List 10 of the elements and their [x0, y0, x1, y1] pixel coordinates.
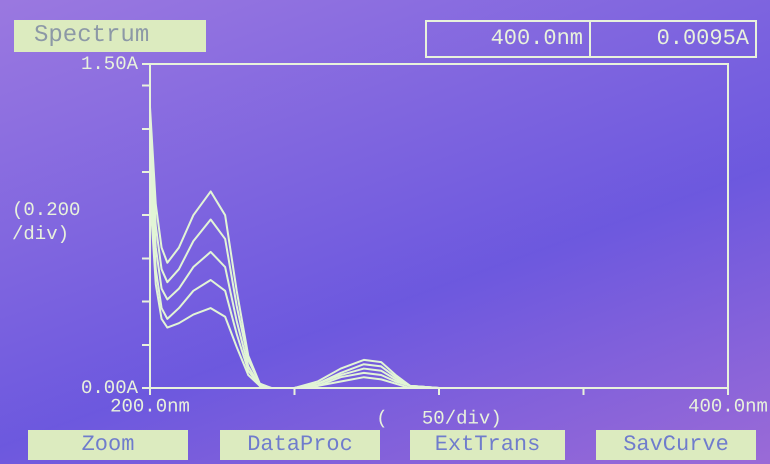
menu-button: Zoom — [28, 430, 188, 460]
text: 0.0095A — [589, 20, 757, 58]
menu-button: DataProc — [220, 430, 380, 460]
x-axis-title: ( 50/div) — [376, 408, 502, 430]
chart-title: Spectrum — [14, 20, 206, 52]
y-axis-title: (0.200 /div) — [12, 198, 80, 246]
y-tick-label: 1.50A — [80, 53, 139, 76]
text: 400.0nm — [425, 20, 591, 58]
menu-button: SavCurve — [596, 430, 756, 460]
menu-button: ExtTrans — [410, 430, 565, 460]
